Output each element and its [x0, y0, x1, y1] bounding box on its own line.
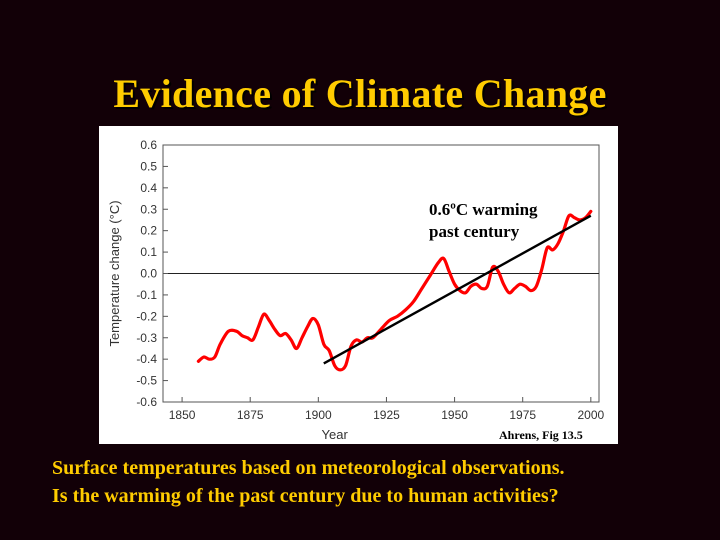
- y-axis-label: Temperature change (°C): [107, 200, 122, 346]
- axes: [162, 144, 600, 403]
- y-tick-label: 0.0: [140, 267, 157, 281]
- chart-panel: 0.6 0.5 0.4 0.3 0.2 0.1 0.0 -0.1 -0.2 -0.3 -0.4 -0.…: [99, 126, 618, 444]
- caption-line-2: Is the warming of the past century due t…: [52, 485, 559, 507]
- x-tick-label: 1900: [305, 408, 332, 422]
- x-tick-label: 1950: [441, 408, 468, 422]
- x-tick-label: 2000: [577, 408, 604, 422]
- y-tick-labels: 0.6 0.5 0.4 0.3 0.2 0.1 0.0 -0.1 -0.2 -0.3 -0.4 -0.…: [136, 138, 168, 409]
- y-tick-label: -0.3: [136, 331, 157, 345]
- temperature-chart: 0.6 0.5 0.4 0.3 0.2 0.1 0.0 -0.1 -0.2 -0.3 -0.4 -0.…: [107, 138, 604, 442]
- annotation-line-1: 0.6ºC warming: [429, 200, 538, 219]
- x-tick-label: 1875: [237, 408, 264, 422]
- caption-line-1: Surface temperatures based on meteorolog…: [52, 457, 565, 479]
- y-tick-label: 0.1: [140, 245, 157, 259]
- y-tick-label: -0.2: [136, 309, 157, 323]
- y-tick-label: 0.6: [140, 138, 157, 152]
- x-axis-label: Year: [322, 427, 349, 442]
- temperature-series-line: [196, 209, 593, 372]
- y-tick-label: 0.2: [140, 224, 157, 238]
- x-tick-label: 1975: [509, 408, 536, 422]
- y-tick-label: -0.1: [136, 288, 157, 302]
- x-tick-label: 1925: [373, 408, 400, 422]
- slide-title: Evidence of Climate Change: [113, 71, 607, 116]
- trend-line: [323, 214, 592, 365]
- y-tick-label: -0.4: [136, 352, 157, 366]
- x-tick-labels: 1850 1875 1900 1925 1950 1975 2000: [169, 397, 604, 422]
- x-tick-label: 1850: [169, 408, 196, 422]
- y-tick-label: -0.5: [136, 374, 157, 388]
- y-tick-label: 0.4: [140, 181, 157, 195]
- series-layer: [196, 209, 593, 372]
- source-credit: Ahrens, Fig 13.5: [499, 428, 583, 442]
- y-tick-label: 0.5: [140, 159, 157, 173]
- y-tick-label: -0.6: [136, 395, 157, 409]
- y-tick-label: 0.3: [140, 202, 157, 216]
- annotation-line-2: past century: [429, 222, 520, 241]
